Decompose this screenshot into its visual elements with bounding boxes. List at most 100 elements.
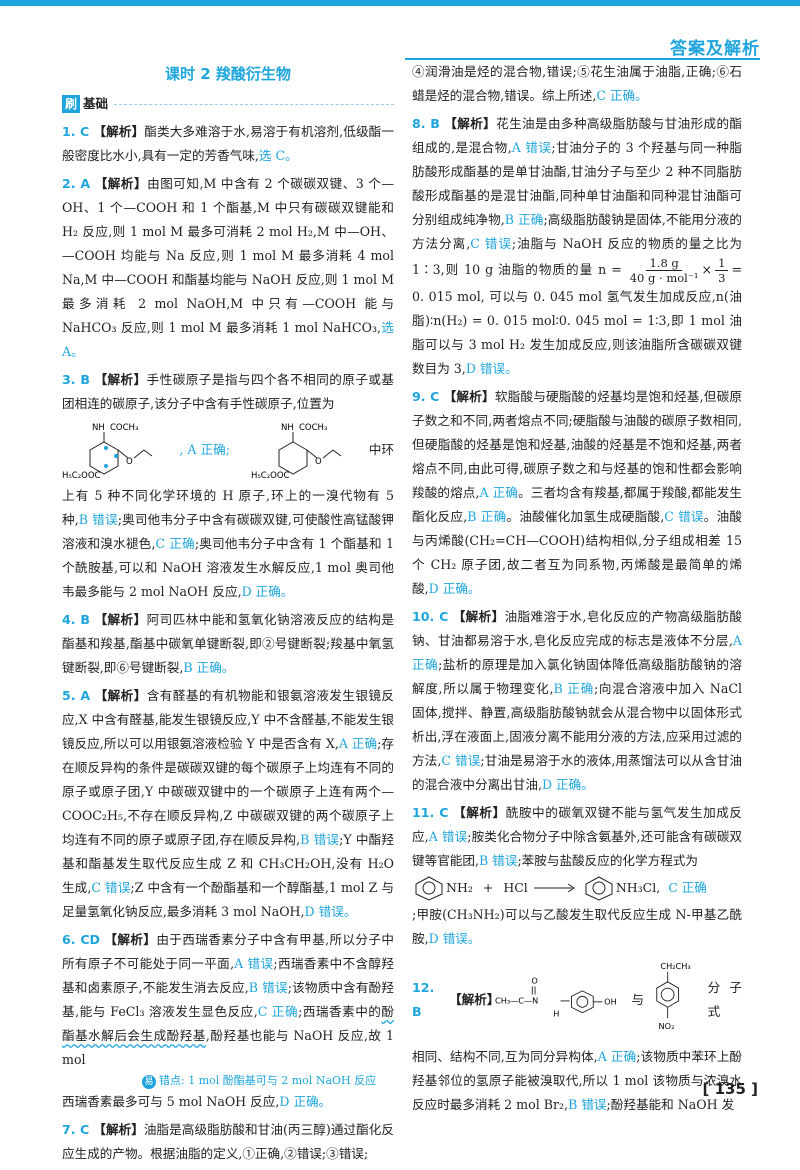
item-answer: C 错误 bbox=[664, 509, 704, 524]
aniline-equation: NH₂ + HCl NH₃Cl, C 正确 bbox=[412, 873, 742, 903]
item-answer: D 正确。 bbox=[541, 777, 594, 792]
item-text: 软脂酸与硬脂酸的烃基均是饱和烃基,但碳原子数之和不同,两者熔点不同;硬脂酸与油酸… bbox=[412, 389, 742, 500]
item-text: ;甘油是易溶于水的液体,用蒸馏法可以从含甘油的混合液中分离出甘油, bbox=[412, 753, 743, 792]
structure-row: 12. B 【解析】 O CH₃—C—N H OH 与 CH₂CH₃ NO bbox=[412, 955, 742, 1045]
item-label: 【解析】 bbox=[449, 992, 500, 1007]
structure-row: NH COCH₃ O H₅C₂OOC , A 正确; NH COCH₃ bbox=[62, 418, 394, 482]
item-text: ;奥司他韦分子中含有碳碳双键,可使酸性高锰酸钾溶液和溴水褪色, bbox=[62, 512, 394, 551]
reaction-arrow-icon bbox=[533, 883, 575, 893]
item-answer: B 正确 bbox=[504, 212, 544, 227]
struct-label-o: O bbox=[315, 457, 322, 467]
answer-item-4: 4. B 【解析】阿司匹林中能和氢氧化钠溶液反应的结构是酯基和羧基,酯基中碳氧单… bbox=[62, 608, 394, 680]
item-text: ;西瑞香素中的 bbox=[298, 1004, 382, 1019]
item-text: 可以与 0. 045 mol 氢气发生加成反应,n(油脂)∶n(H₂) = 0.… bbox=[412, 289, 742, 376]
item-text: 含有醛基的有机物能和银氨溶液发生银镜反应,X 中含有醛基,能发生银镜反应,Y 中… bbox=[62, 688, 394, 751]
item-text: ;西瑞香素中不含醇羟基和卤素原子,不能发生消去反应, bbox=[62, 956, 394, 995]
equation-term: NH₃Cl bbox=[615, 880, 657, 895]
item-answer: D 错误。 bbox=[428, 931, 481, 946]
item-label: 【解析】 bbox=[452, 609, 505, 624]
struct-label-nh: NH bbox=[92, 423, 105, 433]
section-divider bbox=[114, 103, 394, 105]
item-number: 9. C bbox=[412, 389, 440, 404]
item-text: ;酚羟基能和 NaOH 发 bbox=[606, 1097, 735, 1112]
item-answer: D 错误。 bbox=[304, 904, 357, 919]
item-number: 3. B bbox=[62, 372, 90, 387]
item-label: 【解析】 bbox=[453, 805, 506, 820]
item-text: ;Y 中酯羟基和酯基发生取代反应生成 Z 和 CH₃CH₂OH,没有 H₂O 生… bbox=[62, 832, 395, 895]
item-answer: D 正确。 bbox=[279, 1094, 332, 1109]
item-text: ;向混合溶液中加入 NaCl 固体,搅拌、静置,高级脂肪酸钠就会从混合物中以固体… bbox=[412, 681, 742, 768]
item-text: 中环 bbox=[368, 442, 394, 457]
warning-icon: 易 bbox=[142, 1075, 156, 1089]
item-text: 相同、结构不同,互为同分异构体, bbox=[412, 1049, 598, 1064]
item-number: 5. A bbox=[62, 688, 91, 703]
section-badge: 刷 基础 bbox=[62, 92, 394, 116]
equation-term: NH₂ bbox=[446, 880, 473, 895]
equation-comma: , bbox=[656, 880, 661, 895]
struct-label-oh: OH bbox=[604, 997, 617, 1007]
item-text: 西瑞香素最多可与 5 mol NaOH 反应, bbox=[62, 1094, 280, 1109]
answer-item-8: 8. B 【解析】花生油是由多种高级脂肪酸与甘油形成的酯组成的,是混合物,A 错… bbox=[412, 112, 742, 381]
answer-item-7: 7. C 【解析】油脂是高级脂肪酸和甘油(丙三醇)通过酯化反应生成的产物。根据油… bbox=[62, 1118, 394, 1166]
struct-label-coch3: COCH₃ bbox=[110, 423, 138, 433]
item-text: 花生油是由多种高级脂肪酸与甘油形成的酯组成的,是混合物, bbox=[412, 116, 743, 155]
item-answer: D 正确。 bbox=[428, 581, 481, 596]
item-label: 【解析】 bbox=[94, 688, 147, 703]
item-answer: A 正确 bbox=[338, 736, 378, 751]
struct-label-o: O bbox=[531, 976, 537, 986]
struct-label-nitro: NO₂ bbox=[658, 1021, 674, 1031]
item-text: ,酚羟基也能与 NaOH 反应,故 1 mol bbox=[62, 1028, 394, 1067]
item-text: 手性碳原子是指与四个各不相同的原子或基团相连的碳原子,该分子中含有手性碳原子,位… bbox=[62, 372, 395, 411]
item-text: 由于西瑞香素分子中含有甲基,所以分子中所有原子不可能处于同一平面, bbox=[62, 932, 394, 971]
item-number: 11. C bbox=[412, 805, 449, 820]
item-text: 。油酸催化加氢生成硬脂酸, bbox=[506, 509, 665, 524]
item-text: 酰胺中的碳氧双键不能与氢气发生加成反应, bbox=[412, 805, 743, 844]
item-text: 阿司匹林中能和氢氧化钠溶液反应的结构是酯基和羧基,酯基中碳氧单键断裂,即②号键断… bbox=[62, 612, 395, 675]
item-answer: C 错误 bbox=[470, 236, 512, 251]
item-label: 【解析】 bbox=[94, 176, 148, 191]
struct-label-ester: H₅C₂OOC bbox=[251, 471, 290, 481]
struct-label-nh: NH bbox=[281, 423, 294, 433]
item-answer: A 正确 bbox=[412, 633, 742, 672]
item-answer: B 错误 bbox=[568, 1097, 607, 1112]
item-label: 【解析】 bbox=[443, 389, 495, 404]
item-number: 8. B bbox=[412, 116, 440, 131]
item-label: 【解析】 bbox=[444, 116, 497, 131]
item-text: 与 bbox=[631, 992, 644, 1007]
struct-label-h: H bbox=[553, 1008, 559, 1018]
section-badge-icon: 刷 bbox=[62, 95, 81, 113]
right-column: ④润滑油是烃的混合物,错误;⑤花生油属于油脂,正确;⑥石蜡是烃的混合物,错误。综… bbox=[412, 60, 742, 1121]
header-title: 答案及解析 bbox=[670, 39, 760, 59]
times-sign: × bbox=[701, 262, 713, 277]
item-text: ;该物质中含有酚羟基,能与 FeCl₃ 溶液发生显色反应, bbox=[62, 980, 394, 1019]
item-text: 油脂难溶于水,皂化反应的产物高级脂肪酸钠、甘油都易溶于水,皂化反应完成的标志是液… bbox=[412, 609, 742, 648]
item-number: 6. CD bbox=[62, 932, 101, 947]
item-text: ;高级脂肪酸钠是固体,不能用分液的方法分离, bbox=[412, 212, 742, 251]
fraction-mass: 1.8 g 40 g · mol⁻¹ bbox=[629, 256, 699, 285]
item-text: 分子式 bbox=[707, 980, 742, 1019]
item-answer: C 正确。 bbox=[596, 88, 648, 103]
item-text: ④润滑油是烃的混合物,错误;⑤花生油属于油脂,正确;⑥石蜡是烃的混合物,错误。综… bbox=[412, 64, 742, 103]
item-text: 酯类大多难溶于水,易溶于有机溶剂,低级酯一般密度比水小,具有一定的芳香气味, bbox=[62, 124, 394, 163]
answer-item-6: 6. CD 【解析】由于西瑞香素分子中含有甲基,所以分子中所有原子不可能处于同一… bbox=[62, 928, 394, 1114]
item-text: 。三者均含有羧基,都属于羧酸,都能发生酯化反应, bbox=[412, 485, 742, 524]
answer-item-7-cont: ④润滑油是烃的混合物,错误;⑤花生油属于油脂,正确;⑥石蜡是烃的混合物,错误。综… bbox=[412, 60, 742, 108]
item-answer: B 错误 bbox=[478, 853, 518, 868]
item-text: ;苯胺与盐酸反应的化学方程式为 bbox=[517, 853, 698, 868]
oseltamivir-structure-2: NH COCH₃ O H₅C₂OOC bbox=[251, 423, 342, 481]
item-number: 1. C bbox=[62, 124, 90, 139]
item-text: 由图可知,M 中含有 2 个碳碳双键、3 个—OH、1 个—COOH 和 1 个… bbox=[62, 176, 394, 335]
equation-plus: + bbox=[482, 880, 494, 895]
note-text: 错点: 1 mol 酚酯基可与 2 mol NaOH 反应 bbox=[159, 1074, 377, 1087]
item-text: ;胺类化合物分子中除含氨基外,还可能含有碳碳双键等官能团, bbox=[412, 829, 742, 868]
page-number: [ 135 ] bbox=[702, 1080, 758, 1098]
item-label: 【解析】 bbox=[94, 372, 147, 387]
highlighted-phrase: 酚酯基水解后会生成酚羟基 bbox=[62, 1004, 394, 1043]
section-label: 基础 bbox=[83, 96, 109, 111]
item-answer: 选 C。 bbox=[258, 148, 298, 163]
item-label: 【解析】 bbox=[104, 932, 157, 947]
answer-item-5: 5. A 【解析】含有醛基的有机物能和银氨溶液发生银镜反应,X 中含有醛基,能发… bbox=[62, 684, 394, 924]
struct-label-o: O bbox=[126, 457, 133, 467]
item-text: ;该物质中苯环上酚羟基邻位的氢原子能被溴取代,所以 1 mol 该物质与浓溴水反… bbox=[412, 1049, 742, 1112]
